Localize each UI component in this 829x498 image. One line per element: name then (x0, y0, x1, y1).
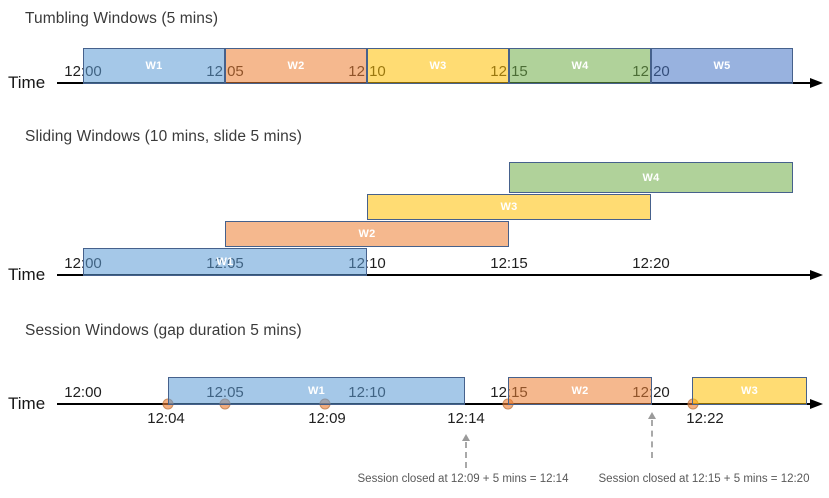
window-box (367, 48, 509, 84)
window-label: W4 (571, 60, 589, 72)
arrow-up-icon (648, 412, 656, 419)
event-dot (219, 398, 231, 410)
session-note: Session closed at 12:09 + 5 mins = 12:14 (357, 473, 569, 485)
section-title: Sliding Windows (10 mins, slide 5 mins) (25, 128, 302, 145)
tick-label: 12:10 (348, 384, 386, 401)
window-label: W2 (287, 60, 305, 72)
window-box (83, 248, 367, 276)
session-note: Session closed at 12:15 + 5 mins = 12:20 (598, 473, 810, 485)
tick-label: 12:10 (348, 63, 386, 80)
window-box (83, 48, 225, 84)
time-axis-label: Time (8, 394, 46, 413)
tick-label: 12:10 (348, 255, 386, 272)
event-time-label: 12:04 (147, 410, 185, 427)
tick-label: 12:20 (632, 384, 670, 401)
time-axis-label: Time (8, 265, 46, 284)
window-box (168, 377, 465, 405)
window-label: W5 (713, 60, 731, 72)
timeline-axis (57, 82, 811, 84)
window-label: W3 (740, 385, 759, 397)
event-dot (162, 398, 174, 410)
window-box (509, 48, 651, 84)
window-box (508, 377, 652, 405)
arrow-dashed-line (465, 442, 467, 468)
window-label: W1 (307, 385, 326, 397)
tick-label: 12:00 (64, 255, 102, 272)
section-title: Session Windows (gap duration 5 mins) (25, 322, 302, 339)
event-time-label: 12:22 (686, 410, 724, 427)
window-box (651, 48, 793, 84)
event-dot (502, 398, 514, 410)
window-box (225, 221, 509, 247)
timeline-axis (57, 403, 811, 405)
axis-arrowhead-icon (810, 77, 823, 88)
tick-label: 12:05 (206, 63, 244, 80)
window-label: W3 (429, 60, 447, 72)
tick-label: 12:05 (206, 384, 244, 401)
tick-label: 12:15 (490, 63, 528, 80)
window-box (367, 194, 651, 220)
arrow-dashed-line (651, 420, 653, 458)
window-box (509, 162, 793, 193)
tick-label: 12:00 (64, 63, 102, 80)
event-time-label: 12:14 (447, 410, 485, 427)
session-close-arrow (647, 412, 657, 458)
window-box (692, 377, 807, 405)
window-label: W1 (216, 256, 234, 268)
timeline-axis (57, 274, 811, 276)
arrow-up-icon (462, 434, 470, 441)
event-time-label: 12:09 (308, 410, 346, 427)
axis-arrowhead-icon (810, 269, 823, 280)
tick-label: 12:00 (64, 384, 102, 401)
session-close-arrow (461, 434, 471, 468)
tick-label: 12:20 (632, 255, 670, 272)
window-label: W1 (145, 60, 163, 72)
window-box (225, 48, 367, 84)
section-title: Tumbling Windows (5 mins) (25, 10, 219, 27)
event-dot (319, 398, 331, 410)
window-label: W4 (642, 171, 660, 184)
axis-arrowhead-icon (810, 398, 823, 409)
time-axis-label: Time (8, 73, 46, 92)
window-label: W2 (358, 228, 376, 240)
tick-label: 12:20 (632, 63, 670, 80)
event-dot (687, 398, 699, 410)
window-label: W2 (571, 385, 589, 397)
tick-label: 12:15 (490, 255, 528, 272)
window-label: W3 (500, 201, 518, 213)
tick-label: 12:05 (206, 255, 244, 272)
tick-label: 12:15 (490, 384, 528, 401)
